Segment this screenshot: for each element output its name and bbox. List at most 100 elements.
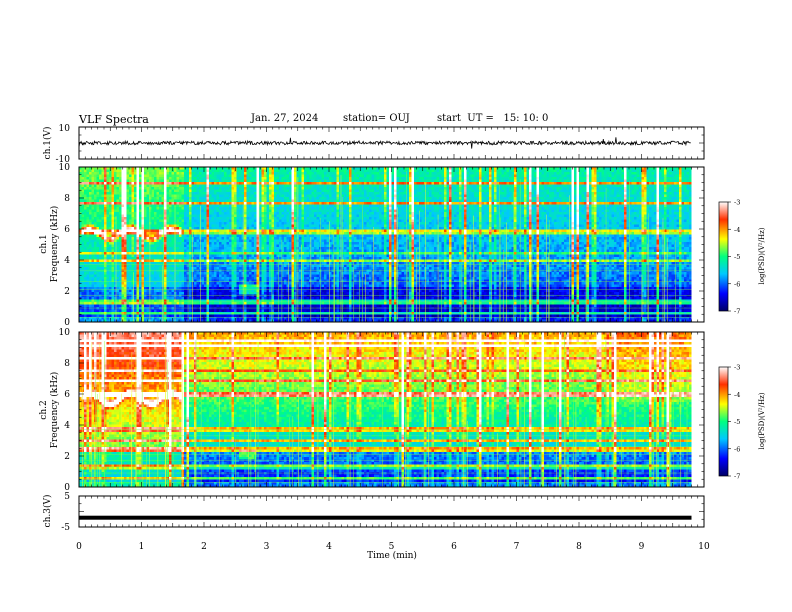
- spectrogram-cell: [169, 187, 172, 190]
- spectrogram-cell: [192, 195, 195, 198]
- spectrogram-cell: [182, 292, 185, 295]
- spectrogram-cell: [192, 245, 195, 248]
- spectrogram-cell: [219, 227, 222, 230]
- spectrogram-cell: [154, 272, 157, 275]
- spectrogram-cell: [229, 172, 232, 175]
- spectrogram-cell: [209, 170, 212, 173]
- spectrogram-cell: [182, 185, 185, 188]
- spectrogram-cell: [252, 207, 255, 210]
- spectrogram-cell: [112, 182, 115, 185]
- spectrogram-cell: [107, 255, 110, 258]
- spectrogram-cell: [209, 175, 212, 178]
- spectrogram-cell: [124, 217, 127, 220]
- spectrogram-cell: [89, 177, 92, 180]
- spectrogram-cell: [249, 177, 252, 180]
- spectrogram-cell: [229, 227, 232, 230]
- spectrogram-cell: [232, 187, 235, 190]
- spectrogram-cell: [179, 262, 182, 265]
- spectrogram-cell: [269, 245, 272, 248]
- spectrogram-cell: [82, 277, 85, 280]
- spectrogram-cell: [152, 230, 155, 233]
- spectrogram-cell: [244, 225, 247, 228]
- spectrogram-cell: [119, 222, 122, 225]
- spectrogram-cell: [189, 257, 192, 260]
- spectrogram-cell: [239, 250, 242, 253]
- spectrogram-cell: [152, 272, 155, 275]
- spectrogram-cell: [169, 192, 172, 195]
- spectrogram-cell: [202, 272, 205, 275]
- spectrogram-cell: [269, 222, 272, 225]
- spectrogram-cell: [129, 202, 132, 205]
- spectrogram-cell: [189, 245, 192, 248]
- spectrogram-cell: [209, 237, 212, 240]
- spectrogram-cell: [119, 297, 122, 300]
- spectrogram-cell: [214, 305, 217, 308]
- spectrogram-cell: [89, 207, 92, 210]
- spectrogram-cell: [134, 187, 137, 190]
- spectrogram-cell: [132, 282, 135, 285]
- spectrogram-cell: [214, 227, 217, 230]
- spectrogram-cell: [149, 292, 152, 295]
- spectrogram-cell: [87, 207, 90, 210]
- spectrogram-cell: [157, 262, 160, 265]
- spectrogram-cell: [244, 247, 247, 250]
- spectrogram-cell: [89, 170, 92, 173]
- spectrogram-cell: [239, 305, 242, 308]
- spectrogram-cell: [177, 177, 180, 180]
- spectrogram-cell: [207, 220, 210, 223]
- spectrogram-cell: [254, 267, 257, 270]
- spectrogram-cell: [269, 257, 272, 260]
- spectrogram-cell: [164, 207, 167, 210]
- spectrogram-cell: [192, 252, 195, 255]
- spectrogram-cell: [159, 240, 162, 243]
- spectrogram-cell: [187, 200, 190, 203]
- spectrogram-cell: [127, 250, 130, 253]
- spectrogram-cell: [184, 305, 187, 308]
- spectrogram-cell: [89, 250, 92, 253]
- spectrogram-cell: [177, 185, 180, 188]
- spectrogram-cell: [109, 277, 112, 280]
- spectrogram-cell: [122, 187, 125, 190]
- spectrogram-cell: [137, 245, 140, 248]
- spectrogram-cell: [159, 290, 162, 293]
- spectrogram-cell: [129, 290, 132, 293]
- spectrogram-cell: [152, 190, 155, 193]
- spectrogram-cell: [204, 262, 207, 265]
- spectrogram-cell: [239, 242, 242, 245]
- spectrogram-cell: [137, 205, 140, 208]
- spectrogram-cell: [124, 310, 127, 313]
- spectrogram-cell: [112, 282, 115, 285]
- spectrogram-cell: [94, 190, 97, 193]
- spectrogram-cell: [139, 220, 142, 223]
- spectrogram-cell: [197, 282, 200, 285]
- spectrogram-cell: [99, 207, 102, 210]
- spectrogram-cell: [112, 175, 115, 178]
- spectrogram-cell: [177, 237, 180, 240]
- spectrogram-cell: [87, 185, 90, 188]
- spectrogram-cell: [109, 275, 112, 278]
- spectrogram-cell: [219, 185, 222, 188]
- spectrogram-cell: [99, 292, 102, 295]
- spectrogram-cell: [157, 285, 160, 288]
- spectrogram-cell: [227, 222, 230, 225]
- spectrogram-cell: [144, 222, 147, 225]
- spectrogram-cell: [147, 267, 150, 270]
- spectrogram-cell: [119, 247, 122, 250]
- spectrogram-cell: [92, 200, 95, 203]
- spectrogram-cell: [209, 202, 212, 205]
- spectrogram-cell: [182, 170, 185, 173]
- spectrogram-cell: [107, 192, 110, 195]
- spectrogram-cell: [149, 215, 152, 218]
- spectrogram-cell: [224, 250, 227, 253]
- spectrogram-cell: [222, 230, 225, 233]
- spectrogram-cell: [117, 210, 120, 213]
- spectrogram-cell: [119, 175, 122, 178]
- spectrogram-cell: [267, 235, 270, 238]
- spectrogram-cell: [242, 172, 245, 175]
- spectrogram-cell: [177, 170, 180, 173]
- spectrogram-cell: [254, 205, 257, 208]
- spectrogram-cell: [187, 230, 190, 233]
- spectrogram-cell: [229, 205, 232, 208]
- spectrogram-cell: [147, 170, 150, 173]
- spectrogram-cell: [154, 232, 157, 235]
